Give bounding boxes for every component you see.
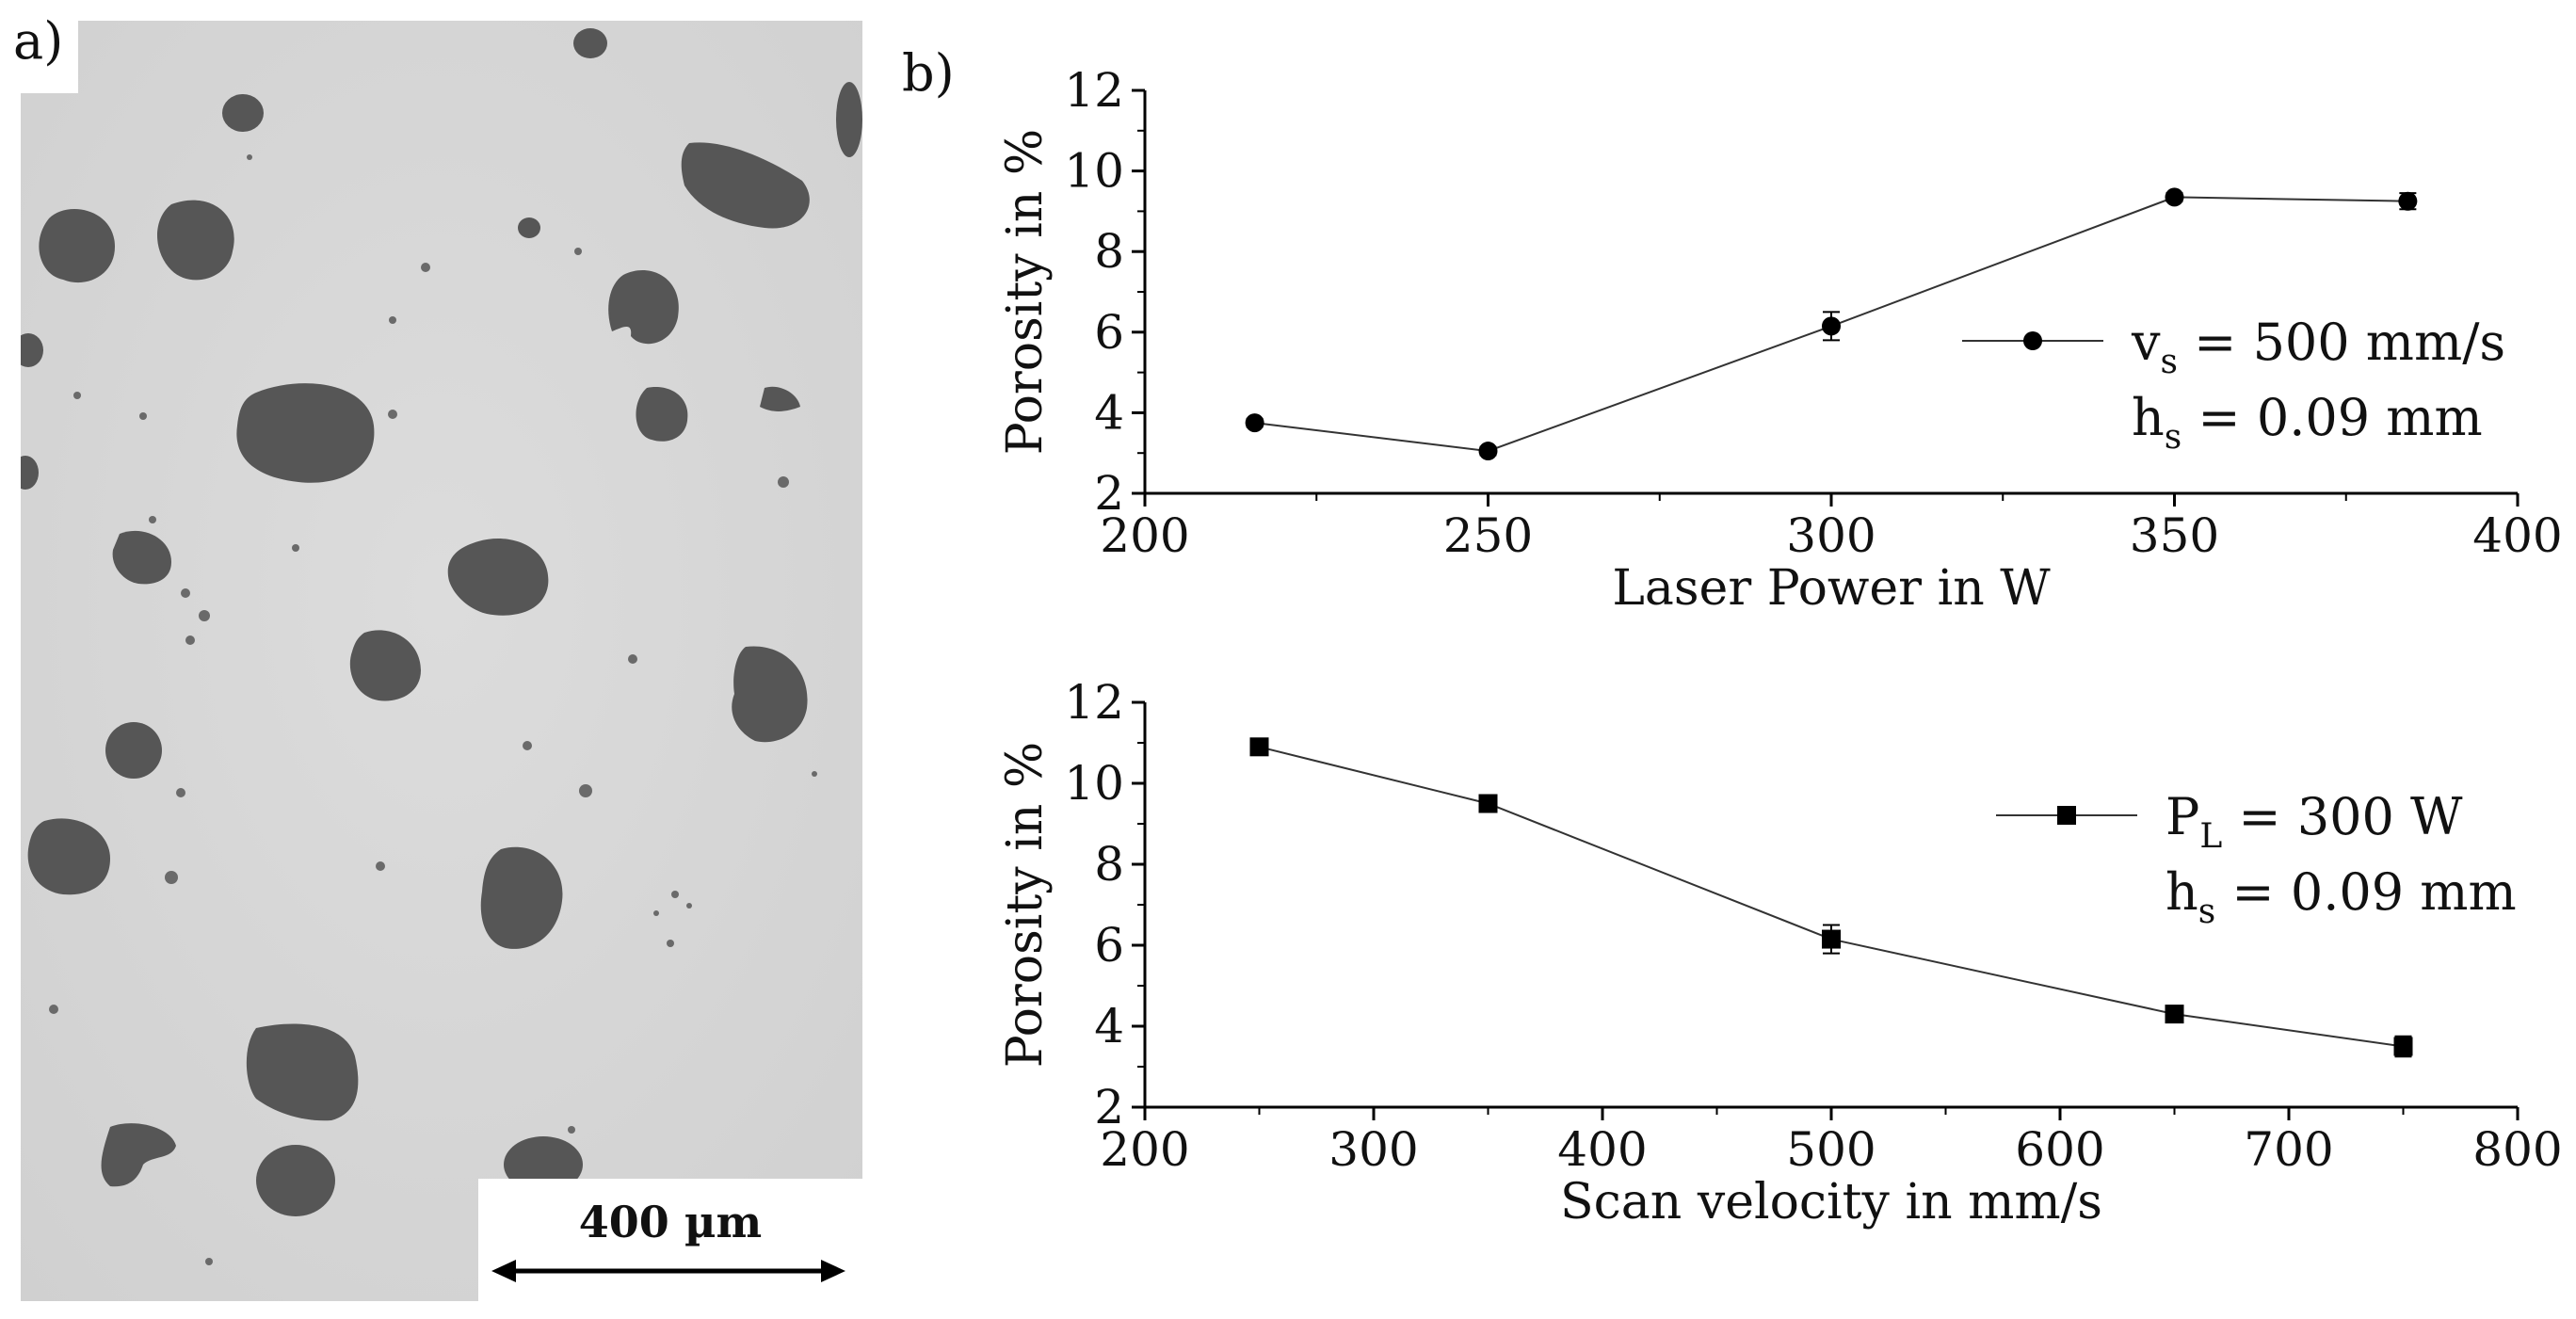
data-point-marker [1478, 442, 1498, 461]
legend-entry-primary: vs = 500 mm/s [2131, 313, 2505, 381]
micrograph-small-pores [49, 154, 817, 1265]
scale-bar-label: 400 µm [579, 1197, 762, 1247]
legend-entry-primary: PL = 300 W [2165, 787, 2463, 856]
data-point-marker [1249, 737, 1269, 757]
panel-label-b: b) [902, 43, 955, 103]
y-tick-label: 12 [1064, 675, 1124, 730]
x-tick-label: 400 [2472, 508, 2562, 563]
y-tick-label: 4 [1094, 385, 1124, 440]
data-point-marker [1245, 413, 1264, 433]
x-axis-label: Laser Power in W [1612, 560, 2051, 617]
data-point-marker [1822, 929, 1841, 949]
data-point-marker [2165, 1005, 2184, 1024]
x-tick-label: 400 [1557, 1122, 1647, 1177]
legend-marker [2057, 806, 2076, 825]
y-tick-label: 2 [1094, 1080, 1124, 1134]
scale-bar-arrow [491, 1260, 845, 1282]
y-tick-label: 8 [1094, 224, 1124, 279]
legend-entry-secondary: hs = 0.09 mm [2165, 862, 2517, 931]
x-tick-label: 200 [1100, 508, 1189, 563]
x-tick-label: 300 [1328, 1122, 1418, 1177]
x-tick-label: 600 [2015, 1122, 2104, 1177]
x-tick-label: 200 [1100, 1122, 1189, 1177]
y-tick-label: 10 [1064, 756, 1124, 811]
chart-scan-velocity: 200 300 400 500 600 700 800 2 4 6 8 10 12 Scan veloci… [997, 675, 2563, 1231]
data-point-marker [2165, 187, 2184, 207]
x-axis-label: Scan velocity in mm/s [1560, 1174, 2102, 1231]
micrograph-image: 400 µm [21, 21, 862, 1301]
legend-marker [2023, 331, 2042, 350]
y-tick-label: 10 [1064, 144, 1124, 199]
x-tick-label: 350 [2130, 508, 2219, 563]
x-tick-label: 700 [2244, 1122, 2333, 1177]
y-axis-label: Porosity in % [997, 742, 1054, 1069]
x-tick-label: 500 [1786, 1122, 1876, 1177]
y-tick-label: 6 [1094, 918, 1124, 973]
legend-entry-secondary: hs = 0.09 mm [2132, 388, 2483, 457]
data-point-marker [2393, 1037, 2413, 1056]
scale-bar-box [478, 1179, 862, 1301]
panel-label-a: a) [4, 8, 79, 93]
data-point-marker [1478, 794, 1498, 813]
data-point-marker [1822, 316, 1841, 336]
chart-laser-power: 200 250 300 350 400 2 4 6 8 10 12 Laser Power in W P… [997, 63, 2563, 617]
y-tick-label: 8 [1094, 837, 1124, 892]
y-tick-label: 6 [1094, 305, 1124, 360]
x-tick-label: 800 [2472, 1122, 2562, 1177]
x-tick-label: 300 [1786, 508, 1876, 563]
micrograph-pores [21, 28, 862, 1216]
y-axis-label: Porosity in % [997, 129, 1054, 456]
y-tick-label: 2 [1094, 466, 1124, 521]
data-point-marker [2398, 191, 2418, 211]
y-tick-label: 12 [1064, 63, 1124, 118]
x-tick-label: 250 [1443, 508, 1533, 563]
y-tick-label: 4 [1094, 999, 1124, 1054]
